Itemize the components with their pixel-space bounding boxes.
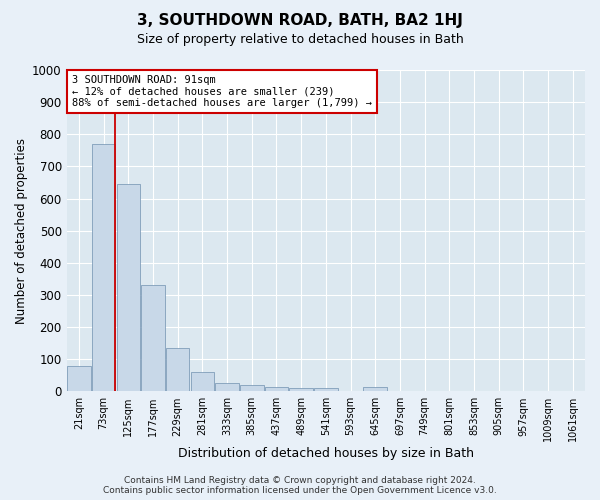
Text: 3, SOUTHDOWN ROAD, BATH, BA2 1HJ: 3, SOUTHDOWN ROAD, BATH, BA2 1HJ <box>137 12 463 28</box>
Bar <box>116 184 140 392</box>
Bar <box>240 385 263 392</box>
Text: Contains HM Land Registry data © Crown copyright and database right 2024.
Contai: Contains HM Land Registry data © Crown c… <box>103 476 497 495</box>
Bar <box>314 388 338 392</box>
Bar <box>289 388 313 392</box>
Bar <box>364 386 387 392</box>
Y-axis label: Number of detached properties: Number of detached properties <box>15 138 28 324</box>
X-axis label: Distribution of detached houses by size in Bath: Distribution of detached houses by size … <box>178 447 474 460</box>
Bar <box>142 286 165 392</box>
Bar <box>191 372 214 392</box>
Text: 3 SOUTHDOWN ROAD: 91sqm
← 12% of detached houses are smaller (239)
88% of semi-d: 3 SOUTHDOWN ROAD: 91sqm ← 12% of detache… <box>72 75 372 108</box>
Bar <box>92 144 115 392</box>
Bar <box>265 386 288 392</box>
Bar <box>67 366 91 392</box>
Bar <box>166 348 190 392</box>
Bar <box>215 384 239 392</box>
Text: Size of property relative to detached houses in Bath: Size of property relative to detached ho… <box>137 32 463 46</box>
